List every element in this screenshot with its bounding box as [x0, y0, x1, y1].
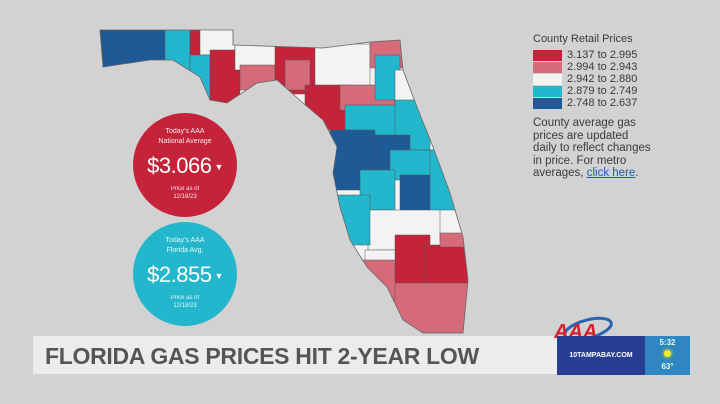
- temperature: 63°: [661, 362, 674, 371]
- station-ticker: 10TAMPABAY.COM 5:32 63°: [557, 336, 690, 375]
- county-region: [314, 43, 371, 91]
- legend-label: 2.942 to 2.880: [567, 73, 638, 85]
- time: 5:32: [659, 338, 676, 347]
- legend-label: 2.994 to 2.943: [567, 61, 638, 73]
- lower-third-headline: FLORIDA GAS PRICES HIT 2-YEAR LOW: [33, 336, 560, 374]
- note-end: .: [635, 167, 639, 179]
- florida-price: $2.855: [147, 262, 212, 287]
- weather-box: 5:32 63°: [645, 336, 690, 375]
- down-triangle-icon: ▼: [214, 271, 223, 282]
- florida-label-2: Florida Avg.: [166, 247, 204, 254]
- county-region: [100, 30, 166, 76]
- county-region: [439, 232, 468, 248]
- legend-label: 2.879 to 2.749: [567, 85, 638, 97]
- sun-icon: [664, 350, 671, 357]
- legend-swatch: [533, 61, 562, 73]
- legend-swatch: [533, 73, 562, 85]
- legend-label: 2.748 to 2.637: [567, 97, 638, 109]
- legend-title: County Retail Prices: [533, 33, 633, 45]
- legend-swatch: [533, 97, 562, 109]
- legend-item: 2.879 to 2.749: [533, 85, 713, 97]
- county-region: [239, 64, 276, 91]
- legend-item: 2.942 to 2.880: [533, 73, 713, 85]
- national-asof-2: 12/18/23: [173, 194, 197, 200]
- legend-item: 2.994 to 2.943: [533, 61, 713, 73]
- note-text: County average gas prices are updated da…: [533, 117, 651, 179]
- map-legend: County Retail Prices 3.137 to 2.995 2.994…: [533, 33, 713, 180]
- legend-item: 2.748 to 2.637: [533, 97, 713, 109]
- florida-average-badge: Today's AAA Florida Avg. $2.855 ▼ Price as…: [133, 222, 237, 326]
- florida-asof-1: Price as of: [170, 295, 200, 301]
- legend-note: County average gas prices are updated da…: [533, 117, 653, 180]
- county-region: [424, 244, 468, 286]
- florida-asof-2: 12/18/23: [173, 303, 197, 309]
- legend-swatch: [533, 49, 562, 61]
- click-here-link[interactable]: click here: [586, 167, 636, 179]
- legend-label: 3.137 to 2.995: [567, 49, 638, 61]
- down-triangle-icon: ▼: [214, 162, 223, 173]
- national-average-badge: Today's AAA National Average $3.066 ▼ Pric…: [133, 113, 237, 217]
- county-region: [344, 259, 396, 301]
- florida-label-1: Today's AAA: [165, 237, 205, 244]
- legend-swatch: [533, 85, 562, 97]
- legend-item: 3.137 to 2.995: [533, 49, 713, 61]
- county-region: [329, 194, 371, 246]
- station-site: 10TAMPABAY.COM: [557, 336, 645, 375]
- county-region: [164, 30, 191, 86]
- national-label-1: Today's AAA: [165, 128, 205, 135]
- county-region: [429, 149, 468, 216]
- headline-text: FLORIDA GAS PRICES HIT 2-YEAR LOW: [45, 343, 479, 369]
- national-label-2: National Average: [158, 138, 212, 145]
- national-asof-1: Price as of: [170, 186, 200, 192]
- national-price: $3.066: [147, 153, 212, 178]
